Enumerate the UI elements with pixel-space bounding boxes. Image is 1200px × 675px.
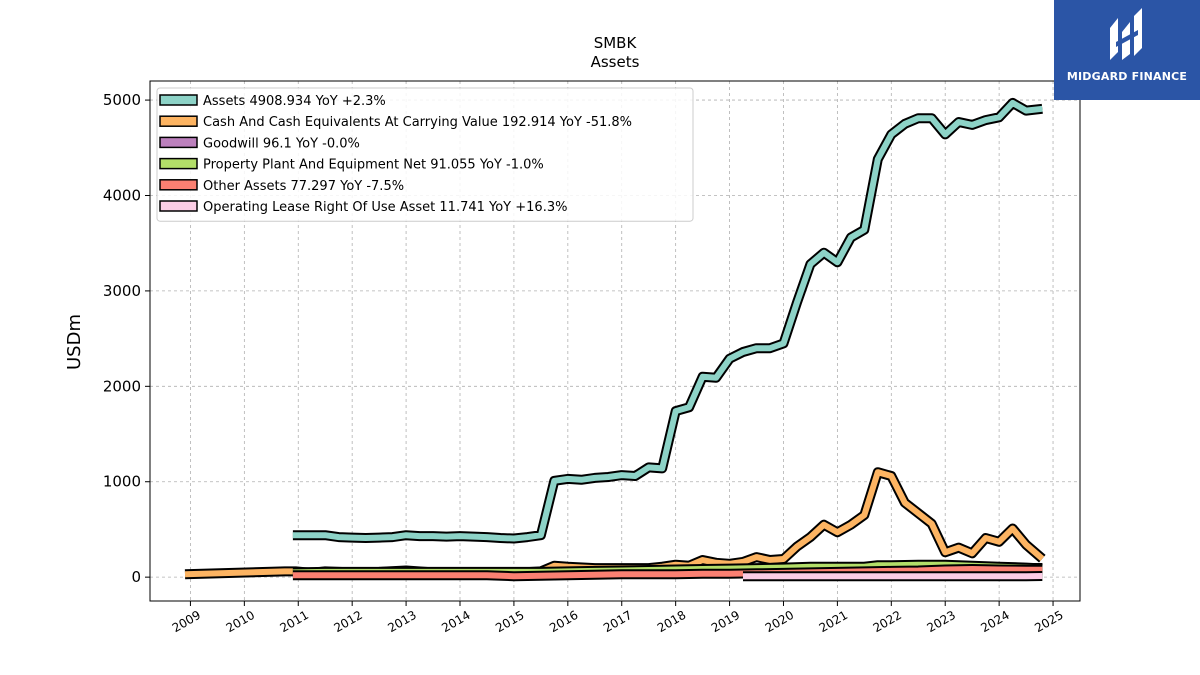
legend-label: Other Assets 77.297 YoY -7.5% <box>203 179 404 194</box>
x-tick-label: 2016 <box>547 608 580 635</box>
legend: Assets 4908.934 YoY +2.3% Cash And Cash E… <box>156 87 694 222</box>
legend-swatch <box>159 200 198 212</box>
series-line <box>292 564 1043 582</box>
series-line <box>184 467 1046 580</box>
legend-label: Goodwill 96.1 YoY -0.0% <box>203 136 360 151</box>
y-tick-label: 3000 <box>103 282 141 300</box>
series-lines <box>184 97 1046 582</box>
chart-subtitle: Assets <box>591 53 640 71</box>
y-axis-label: USDm <box>64 314 85 370</box>
x-tick-label: 2015 <box>493 608 526 635</box>
legend-swatch <box>159 136 198 149</box>
x-tick-label: 2025 <box>1032 608 1065 635</box>
legend-label: Operating Lease Right Of Use Asset 11.74… <box>203 200 567 215</box>
plot-frame <box>149 80 1081 602</box>
x-tick-label: 2013 <box>385 608 418 635</box>
legend-swatch <box>159 94 198 106</box>
x-tick-label: 2021 <box>817 608 850 635</box>
logo-mark-icon <box>1110 8 1142 60</box>
brand-logo: MIDGARD FINANCE <box>1054 0 1200 100</box>
legend-swatch <box>159 179 198 191</box>
x-tick-label: 2022 <box>871 608 904 635</box>
legend-swatch <box>159 115 198 127</box>
x-tick-label: 2010 <box>224 608 257 635</box>
x-tick-label: 2009 <box>170 608 203 635</box>
x-tick-label: 2012 <box>331 608 364 635</box>
brand-name: MIDGARD FINANCE <box>1066 70 1188 83</box>
legend-label: Cash And Cash Equivalents At Carrying Va… <box>203 115 632 130</box>
legend-label: Assets 4908.934 YoY +2.3% <box>203 94 386 109</box>
x-tick-label: 2020 <box>763 608 796 635</box>
x-tick-label: 2018 <box>655 608 688 635</box>
x-tick-label: 2024 <box>978 608 1011 635</box>
legend-label: Property Plant And Equipment Net 91.055 … <box>203 158 544 173</box>
y-tick-label: 4000 <box>103 186 141 204</box>
x-tick-label: 2019 <box>709 608 742 635</box>
y-tick-label: 1000 <box>103 473 141 491</box>
y-tick-label: 2000 <box>103 377 141 395</box>
x-tick-label: 2014 <box>439 608 472 635</box>
legend-swatch <box>159 157 198 170</box>
series-line <box>292 97 1043 544</box>
y-tick-label: 5000 <box>103 91 141 109</box>
x-tick-label: 2017 <box>601 608 634 635</box>
legend-box <box>156 87 694 222</box>
x-tick-label: 2011 <box>278 608 311 635</box>
y-tick-label: 0 <box>131 568 141 586</box>
chart-title: SMBK <box>594 34 638 52</box>
x-tick-label: 2023 <box>924 608 957 635</box>
